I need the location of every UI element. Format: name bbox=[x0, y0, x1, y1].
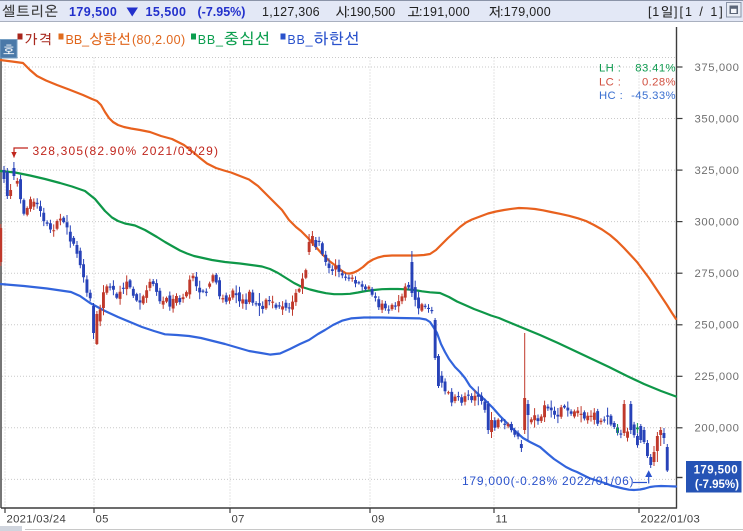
svg-text:1,127,306: 1,127,306 bbox=[262, 5, 320, 19]
svg-text:275,000: 275,000 bbox=[695, 268, 740, 280]
svg-text:HC :: HC : bbox=[599, 90, 623, 102]
svg-text:179,000(-0.28% 2022/01/06): 179,000(-0.28% 2022/01/06) bbox=[462, 474, 634, 488]
svg-text:BB_: BB_ bbox=[66, 33, 91, 47]
svg-text:(80,2.00): (80,2.00) bbox=[132, 33, 186, 47]
svg-text:179,500: 179,500 bbox=[69, 5, 117, 19]
svg-text:83.41%: 83.41% bbox=[635, 63, 676, 75]
svg-text:][1 / 1]: ][1 / 1] bbox=[674, 5, 725, 19]
svg-text:300,000: 300,000 bbox=[695, 216, 740, 228]
svg-text::179,000: :179,000 bbox=[500, 5, 551, 19]
svg-text:0.28%: 0.28% bbox=[642, 77, 676, 89]
svg-text:179,500: 179,500 bbox=[694, 465, 738, 477]
svg-text:225,000: 225,000 bbox=[695, 371, 740, 383]
svg-text:325,000: 325,000 bbox=[695, 165, 740, 177]
svg-text::191,000: :191,000 bbox=[419, 5, 470, 19]
svg-text:(-7.95%): (-7.95%) bbox=[695, 479, 739, 491]
svg-text:05: 05 bbox=[96, 514, 109, 526]
svg-text:-45.33%: -45.33% bbox=[631, 90, 676, 102]
svg-text::190,500: :190,500 bbox=[347, 5, 396, 19]
svg-text:2021/03/24: 2021/03/24 bbox=[7, 514, 67, 526]
svg-text:350,000: 350,000 bbox=[695, 113, 740, 125]
svg-text:375,000: 375,000 bbox=[695, 62, 740, 74]
svg-text:250,000: 250,000 bbox=[695, 320, 740, 332]
svg-text:200,000: 200,000 bbox=[695, 423, 740, 435]
svg-text:BB_: BB_ bbox=[287, 33, 313, 47]
svg-text:09: 09 bbox=[372, 514, 385, 526]
svg-text:BB_: BB_ bbox=[198, 33, 224, 47]
svg-text:LC :: LC : bbox=[599, 77, 621, 89]
svg-text:15,500: 15,500 bbox=[146, 5, 187, 19]
svg-text:(-7.95%): (-7.95%) bbox=[198, 5, 246, 19]
svg-text:07: 07 bbox=[232, 514, 245, 526]
svg-text:LH :: LH : bbox=[599, 63, 621, 75]
svg-text:11: 11 bbox=[496, 514, 508, 526]
svg-text:[1: [1 bbox=[648, 5, 660, 19]
svg-text:2022/01/03: 2022/01/03 bbox=[641, 514, 701, 526]
svg-text:328,305(82.90% 2021/03/29): 328,305(82.90% 2021/03/29) bbox=[33, 144, 220, 158]
